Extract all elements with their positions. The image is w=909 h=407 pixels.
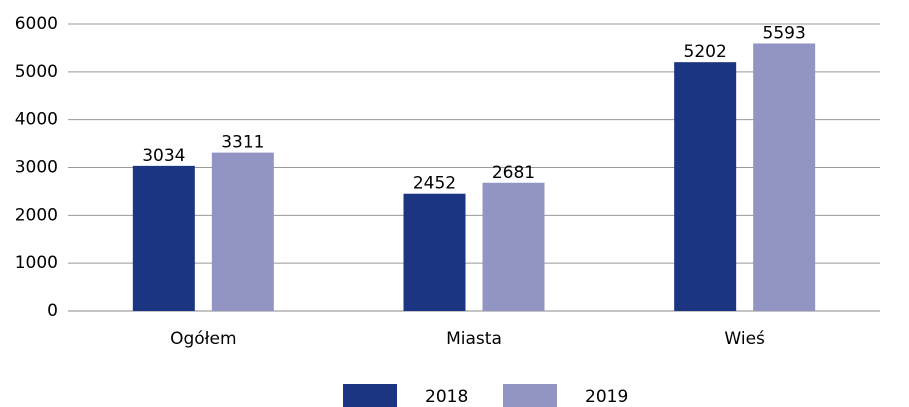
value-label: 5202: [684, 42, 727, 62]
value-label: 3311: [221, 133, 264, 153]
y-tick-label: 3000: [15, 158, 58, 178]
y-tick-label: 5000: [15, 62, 58, 82]
bar: [674, 62, 737, 311]
bar: [482, 182, 545, 311]
bar: [211, 152, 274, 311]
legend-swatch: [343, 384, 397, 407]
y-tick-label: 1000: [15, 253, 58, 273]
value-label: 2452: [413, 174, 456, 194]
value-label: 5593: [763, 23, 806, 43]
bar: [132, 165, 195, 311]
legend-swatch: [503, 384, 557, 407]
value-label: 3034: [142, 146, 185, 166]
y-tick-label: 6000: [15, 14, 58, 34]
x-tick-label: Ogółem: [170, 329, 236, 349]
legend-label: 2019: [585, 387, 628, 407]
bar: [753, 43, 816, 311]
legend-label: 2018: [425, 387, 468, 407]
y-tick-label: 4000: [15, 110, 58, 130]
x-tick-label: Wieś: [724, 329, 765, 349]
bar: [403, 193, 466, 311]
x-tick-label: Miasta: [446, 329, 502, 349]
y-tick-label: 0: [47, 301, 58, 321]
value-label: 2681: [492, 163, 535, 183]
y-tick-label: 2000: [15, 205, 58, 225]
